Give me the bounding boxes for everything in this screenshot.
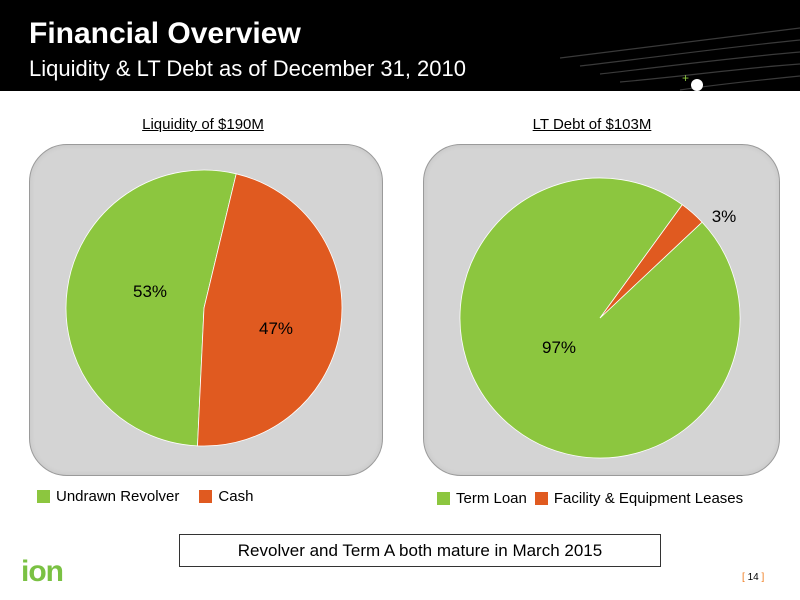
bracket-open: [ [742,572,745,583]
page-number: [ 14 ] [742,572,764,583]
page-number-value: 14 [747,572,759,583]
legend-item-facility-equipment-leases: Facility & Equipment Leases [534,490,744,507]
header-bar: Financial Overview Liquidity & LT Debt a… [0,0,800,91]
pie-slice-facility-equipment-leases [599,204,703,319]
legend-label: Cash [218,488,254,505]
liquidity-chart-title: Liquidity of $190M [142,116,264,133]
slice-label-undrawn-revolver: 53% [133,282,167,301]
lt-debt-chart-title: LT Debt of $103M [532,116,652,133]
legend-item-undrawn-revolver: Undrawn Revolver [37,488,179,505]
pie-slice-cash [197,173,343,447]
legend-item-cash: Cash [199,488,253,505]
maturity-note: Revolver and Term A both mature in March… [179,534,661,567]
page-subtitle: Liquidity & LT Debt as of December 31, 2… [29,56,466,81]
lt-debt-legend: Term Loan Facility & Equipment Leases [437,490,743,507]
slice-label-facility-equipment-leases: 3% [712,207,737,226]
slice-label-term-loan: 97% [542,338,576,357]
legend-label: Term Loan [456,490,527,507]
legend-label: Undrawn Revolver [56,488,180,505]
legend-swatch-orange [199,490,213,503]
bracket-close: ] [761,572,765,583]
legend-swatch-orange [534,492,548,505]
svg-text:+: + [682,71,689,85]
pie-slice-undrawn-revolver [65,169,237,447]
page-title: Financial Overview [29,17,301,50]
ion-logo: ion [21,555,64,588]
legend-item-term-loan: Term Loan [437,490,527,507]
legend-label: Facility & Equipment Leases [553,490,744,507]
legend-swatch-green [437,492,450,505]
decorative-swoosh-icon: + [560,27,800,91]
legend-swatch-green [37,490,50,503]
liquidity-legend: Undrawn Revolver Cash [37,488,253,505]
slice-label-cash: 47% [259,319,293,338]
